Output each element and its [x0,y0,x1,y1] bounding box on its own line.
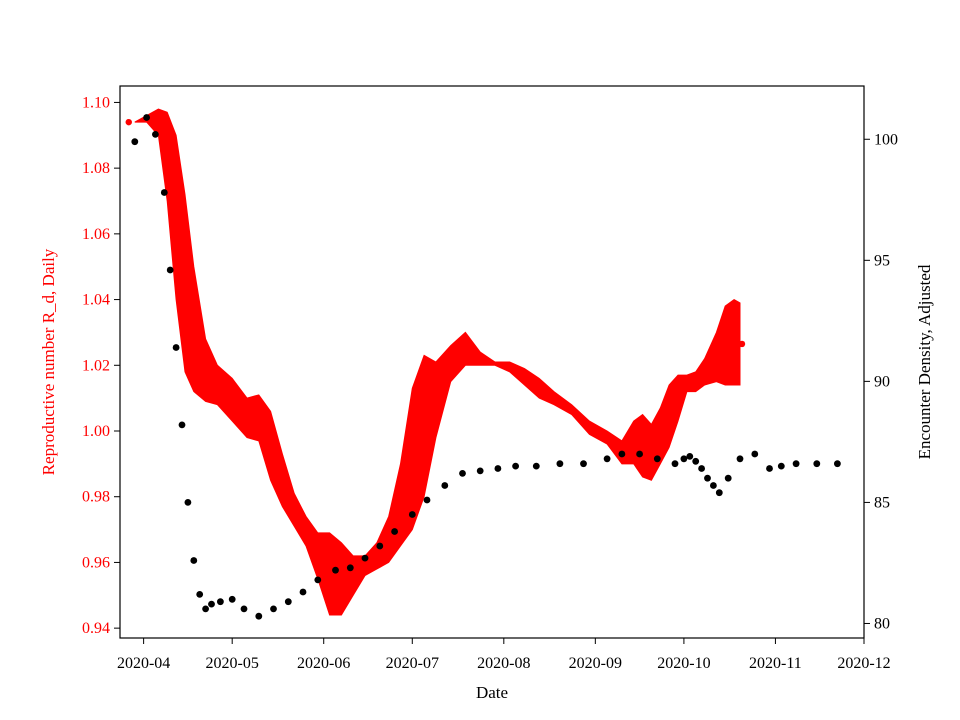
x-tick-label: 2020-12 [837,655,890,672]
y-axis-right-label: Encounter Density, Adjusted [915,264,934,459]
x-tick-label: 2020-10 [657,655,710,672]
rd-start-point [125,118,132,126]
density-point [698,465,705,472]
y-left-tick-label: 1.04 [82,292,110,309]
density-point [512,462,519,470]
density-point [680,455,688,463]
density-point [131,138,139,146]
y-left-tick-label: 1.02 [82,357,110,374]
density-point [228,595,236,603]
density-point [777,462,785,470]
density-point [766,465,773,472]
density-point [459,470,466,477]
y-left-tick-label: 0.96 [82,554,110,571]
density-point [217,598,224,606]
density-point [813,460,821,468]
y-left-tick-label: 0.98 [82,489,110,506]
density-point [792,460,800,468]
x-tick-label: 2020-11 [749,655,802,672]
x-tick-label: 2020-06 [297,655,350,672]
rd-end-point [738,340,746,348]
y-left-tick-label: 0.94 [82,620,110,637]
density-point [532,462,540,470]
density-point [636,450,643,458]
density-point [284,598,292,606]
density-point [751,450,759,458]
y-right-tick-label: 80 [874,615,890,632]
density-point [671,460,679,468]
density-point [376,542,384,550]
density-point [299,588,307,596]
density-point [208,600,215,608]
density-point [160,189,168,196]
axes-frame [119,85,865,639]
x-tick-label: 2020-07 [386,655,439,672]
density-point [618,450,626,458]
density-point [172,344,180,351]
density-point [423,496,431,504]
density-point [391,528,398,535]
density-point [494,465,502,472]
y-left-tick-label: 1.10 [82,94,110,111]
y-left-tick-label: 1.00 [82,423,110,440]
x-tick-label: 2020-09 [569,655,622,672]
density-point [556,460,564,468]
density-point [152,131,159,138]
density-point [143,114,151,121]
density-point [603,455,611,463]
density-point [332,566,339,574]
density-point [710,482,717,489]
y-right-tick-label: 85 [874,494,890,511]
y-right-tick-label: 95 [874,252,890,269]
density-point [704,474,711,482]
density-point [736,455,744,463]
density-point [314,576,322,584]
plot-area [125,108,841,620]
density-point [834,460,841,468]
density-point [202,605,210,613]
density-point [178,421,186,429]
density-point [692,457,700,465]
density-point [686,453,694,460]
y-left-tick-label: 1.06 [82,226,110,243]
density-point [361,554,369,562]
density-point [346,564,354,572]
density-point [476,467,484,475]
x-axis-label: Date [476,683,508,702]
density-point [408,511,416,518]
density-point [270,605,277,613]
y-right-tick-label: 90 [874,373,890,390]
density-point [190,557,198,564]
density-point [580,460,587,468]
density-point [255,612,263,620]
density-point [196,591,204,598]
density-point [715,489,723,497]
x-tick-label: 2020-08 [477,655,530,672]
y-axis-left-label: Reproductive number R_d, Daily [39,248,58,475]
density-point [184,499,192,506]
y-left-tick-label: 1.08 [82,160,110,177]
density-point [240,605,248,613]
y-right-tick-label: 100 [874,131,898,148]
density-point [166,266,174,274]
density-point [441,482,449,489]
x-tick-label: 2020-04 [117,655,170,672]
density-point [724,474,732,482]
axis-ticks: 2020-04 2020-05 2020-06 2020-07 2020-08 2020-… [82,94,898,672]
density-point [653,455,661,463]
x-tick-label: 2020-05 [206,655,259,672]
